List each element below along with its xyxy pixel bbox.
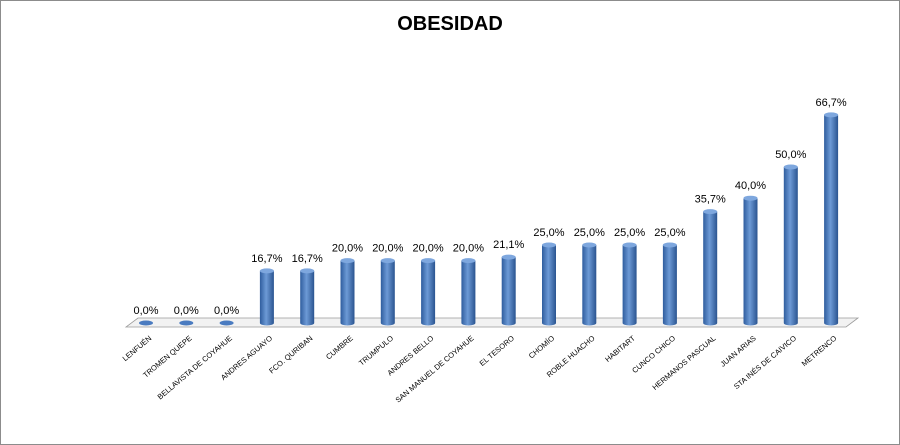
- bar-body: [582, 245, 597, 326]
- bar-cap: [461, 258, 476, 264]
- bar-body: [380, 260, 395, 326]
- data-label: 16,7%: [292, 253, 323, 265]
- category-label: CHOMÍO: [527, 334, 557, 361]
- bar-cap: [703, 209, 718, 215]
- bar-cap: [542, 242, 556, 248]
- bar-body: [743, 198, 758, 326]
- bar-cap: [421, 258, 436, 264]
- bar-body: [501, 257, 516, 326]
- bar-cap: [783, 164, 798, 170]
- bar-cap: [824, 112, 839, 118]
- category-label: BELLAVISTA DE COYAHUE: [156, 334, 234, 402]
- data-label: 21,1%: [493, 239, 524, 251]
- bar-body: [300, 270, 315, 326]
- bar-cap: [139, 320, 153, 326]
- bar-body: [340, 260, 355, 326]
- bar-body: [824, 114, 839, 326]
- bar-body: [461, 260, 476, 326]
- bar: [300, 268, 315, 326]
- bar-body: [421, 260, 436, 326]
- data-label: 35,7%: [695, 194, 726, 206]
- data-label: 0,0%: [214, 305, 239, 317]
- data-label: 0,0%: [133, 305, 158, 317]
- bar: [219, 320, 234, 326]
- category-label: LENFUÉN: [121, 334, 154, 363]
- bar-cap: [259, 268, 274, 274]
- data-label: 0,0%: [174, 305, 199, 317]
- bar: [622, 242, 637, 326]
- bar: [259, 268, 274, 326]
- bar-cap: [179, 320, 194, 326]
- data-label: 25,0%: [654, 227, 685, 239]
- bar-body: [542, 245, 556, 326]
- bar-cap: [622, 242, 637, 248]
- bar: [783, 164, 798, 326]
- bar-cap: [300, 268, 315, 274]
- bar-cap: [582, 242, 597, 248]
- category-label: HABITART: [603, 333, 637, 364]
- data-label: 25,0%: [574, 227, 605, 239]
- bar: [542, 242, 556, 326]
- bar-cap: [219, 320, 234, 326]
- data-label: 20,0%: [412, 243, 443, 255]
- category-label: SAN MANUEL DE COYAHUE: [394, 334, 476, 405]
- category-label: EL TESORO: [478, 334, 516, 368]
- bar-body: [622, 245, 637, 326]
- data-label: 20,0%: [453, 243, 484, 255]
- bar-cap: [743, 195, 758, 201]
- data-label: 50,0%: [775, 149, 806, 161]
- bar: [139, 320, 153, 326]
- bar-cap: [380, 258, 395, 264]
- category-label: CUMBRE: [324, 334, 355, 362]
- category-label: METRENCO: [800, 334, 839, 369]
- data-label: 20,0%: [332, 243, 363, 255]
- bar: [743, 195, 758, 326]
- bar: [380, 258, 395, 326]
- category-label: JUAN ARIAS: [718, 334, 757, 369]
- data-label: 16,7%: [251, 253, 282, 265]
- bar: [340, 258, 355, 326]
- data-label: 25,0%: [614, 227, 645, 239]
- bar-cap: [662, 242, 677, 248]
- bar-body: [703, 211, 718, 326]
- data-label: 25,0%: [533, 227, 564, 239]
- bar-body: [783, 167, 798, 326]
- bar: [179, 320, 194, 326]
- bar-body: [259, 270, 274, 326]
- bar: [824, 112, 839, 326]
- bar-body: [662, 245, 677, 326]
- bar: [703, 209, 718, 326]
- data-label: 20,0%: [372, 243, 403, 255]
- data-label: 40,0%: [735, 180, 766, 192]
- bar: [582, 242, 597, 326]
- category-label: TRUMPULO: [357, 334, 395, 368]
- data-label: 66,7%: [815, 97, 846, 109]
- chart-title: OBESIDAD: [397, 13, 503, 35]
- bar-cap: [501, 254, 516, 260]
- bar: [662, 242, 677, 326]
- category-label: FCO. QURIBAN: [267, 334, 314, 376]
- bar-cap: [340, 258, 355, 264]
- bar: [501, 254, 516, 326]
- bar: [461, 258, 476, 326]
- bar: [421, 258, 436, 326]
